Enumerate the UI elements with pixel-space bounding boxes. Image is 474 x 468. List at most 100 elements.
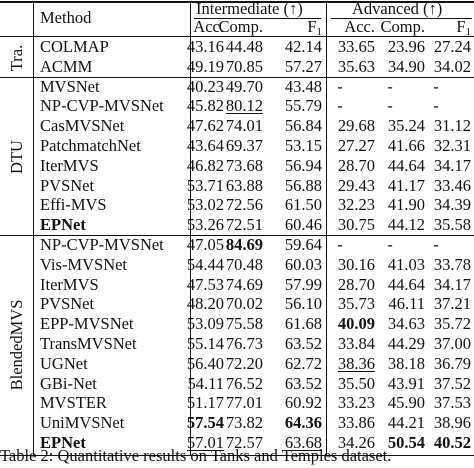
cmidrule-intermediate	[194, 18, 321, 19]
value-cell: 46.11	[388, 294, 425, 314]
value-cell: 48.20	[186, 294, 224, 314]
value-cell: -	[387, 96, 393, 116]
value-cell: 56.10	[284, 294, 322, 314]
method-cell: COLMAP	[40, 37, 109, 56]
value-cell: 35.72	[433, 314, 471, 334]
value-cell: 72.57	[225, 433, 263, 452]
value-cell: 47.53	[186, 274, 224, 294]
value-cell: 40.52	[433, 433, 471, 452]
top-rule	[0, 1, 474, 3]
value-cell: 84.69	[225, 235, 263, 254]
value-cell: 43.91	[387, 373, 425, 393]
value-cell: 28.70	[337, 155, 375, 175]
header-f1-letter: F	[307, 17, 317, 36]
value-cell: 76.52	[225, 373, 263, 393]
vline-after-intermediate	[326, 1, 327, 455]
value-cell: 38.96	[433, 413, 471, 433]
header-col-5: F1	[419, 17, 472, 38]
value-cell: 55.14	[186, 334, 224, 353]
value-cell: 47.62	[186, 116, 224, 136]
header-intermediate: Intermediate (↑)	[196, 0, 303, 18]
value-cell: 70.02	[225, 294, 263, 314]
value-cell: 28.70	[337, 274, 375, 294]
value-cell: 72.20	[225, 353, 263, 373]
group-rule	[0, 76, 474, 78]
value-cell: 49.19	[186, 56, 224, 76]
method-cell: NP-CVP-MVSNet	[40, 96, 164, 116]
method-cell: MVSTER	[40, 393, 107, 413]
value-cell: 57.54	[186, 413, 224, 433]
value-cell: 74.69	[225, 274, 263, 294]
vline-after-method	[190, 1, 191, 455]
value-cell: -	[387, 235, 393, 254]
method-cell: EPP-MVSNet	[40, 314, 134, 334]
value-cell: 53.15	[284, 136, 322, 155]
value-cell: 36.79	[433, 353, 471, 373]
value-cell: 35.73	[337, 294, 375, 314]
value-cell: 77.01	[225, 393, 263, 413]
value-cell: 35.50	[337, 373, 375, 393]
value-cell: 33.78	[433, 254, 471, 274]
value-cell: 38.18	[387, 353, 425, 373]
value-cell: 59.64	[284, 235, 322, 254]
value-cell: 32.23	[337, 195, 375, 215]
value-cell: 75.58	[225, 314, 263, 334]
value-cell: 50.54	[387, 433, 425, 452]
value-cell: 41.90	[387, 195, 425, 215]
value-cell: -	[433, 235, 439, 254]
value-cell: 72.56	[225, 195, 263, 215]
method-cell: ACMM	[40, 56, 93, 76]
value-cell: 27.27	[337, 136, 375, 155]
method-cell: PatchmatchNet	[40, 136, 141, 155]
value-cell: 33.65	[337, 37, 375, 56]
value-cell: 31.12	[433, 116, 471, 136]
value-cell: 34.63	[387, 314, 425, 334]
value-cell: -	[433, 76, 439, 96]
bottom-rule	[0, 454, 474, 457]
value-cell: 38.36	[337, 353, 375, 373]
method-cell: IterMVS	[40, 274, 99, 294]
value-cell: 73.82	[225, 413, 263, 433]
value-cell: 53.71	[186, 175, 224, 195]
value-cell: 30.16	[337, 254, 375, 274]
value-cell: 53.09	[186, 314, 224, 334]
value-cell: 41.66	[387, 136, 425, 155]
value-cell: 44.21	[387, 413, 425, 433]
value-cell: 62.72	[284, 353, 322, 373]
header-f1-subscript: 1	[465, 26, 472, 38]
value-cell: 51.17	[186, 393, 224, 413]
header-rule	[0, 36, 474, 37]
value-cell: -	[433, 96, 439, 116]
value-cell: 57.01	[186, 433, 224, 452]
value-cell: 76.73	[225, 334, 263, 353]
value-cell: 42.14	[284, 37, 322, 56]
value-cell: 56.94	[284, 155, 322, 175]
value-cell: -	[337, 96, 343, 116]
value-cell: 35.63	[337, 56, 375, 76]
group-label-2: BlendedMVS	[7, 299, 26, 391]
header-col-3: Acc.	[344, 17, 375, 36]
value-cell: 57.27	[284, 56, 322, 76]
header-advanced: Advanced (↑)	[352, 0, 443, 18]
value-cell: 43.48	[284, 76, 322, 96]
method-cell: PVSNet	[40, 294, 95, 314]
value-cell: 41.03	[387, 254, 425, 274]
value-cell: 30.75	[337, 215, 375, 235]
value-cell: 44.12	[387, 215, 425, 235]
value-cell: 23.96	[387, 37, 425, 56]
header-col-2: F1	[270, 17, 322, 38]
value-cell: 61.68	[284, 314, 322, 334]
method-cell: NP-CVP-MVSNet	[40, 235, 164, 254]
value-cell: 73.68	[225, 155, 263, 175]
value-cell: 32.31	[433, 136, 471, 155]
value-cell: 44.48	[225, 37, 263, 56]
value-cell: 63.68	[284, 433, 322, 452]
value-cell: 44.29	[387, 334, 425, 353]
value-cell: 44.64	[387, 155, 425, 175]
value-cell: 56.88	[284, 175, 322, 195]
value-cell: 33.23	[337, 393, 375, 413]
value-cell: 63.52	[284, 373, 322, 393]
method-cell: TransMVSNet	[40, 334, 137, 353]
value-cell: 37.53	[433, 393, 471, 413]
